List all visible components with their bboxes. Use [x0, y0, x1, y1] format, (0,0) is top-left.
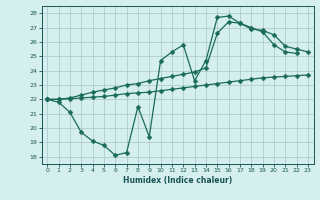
X-axis label: Humidex (Indice chaleur): Humidex (Indice chaleur) — [123, 176, 232, 185]
